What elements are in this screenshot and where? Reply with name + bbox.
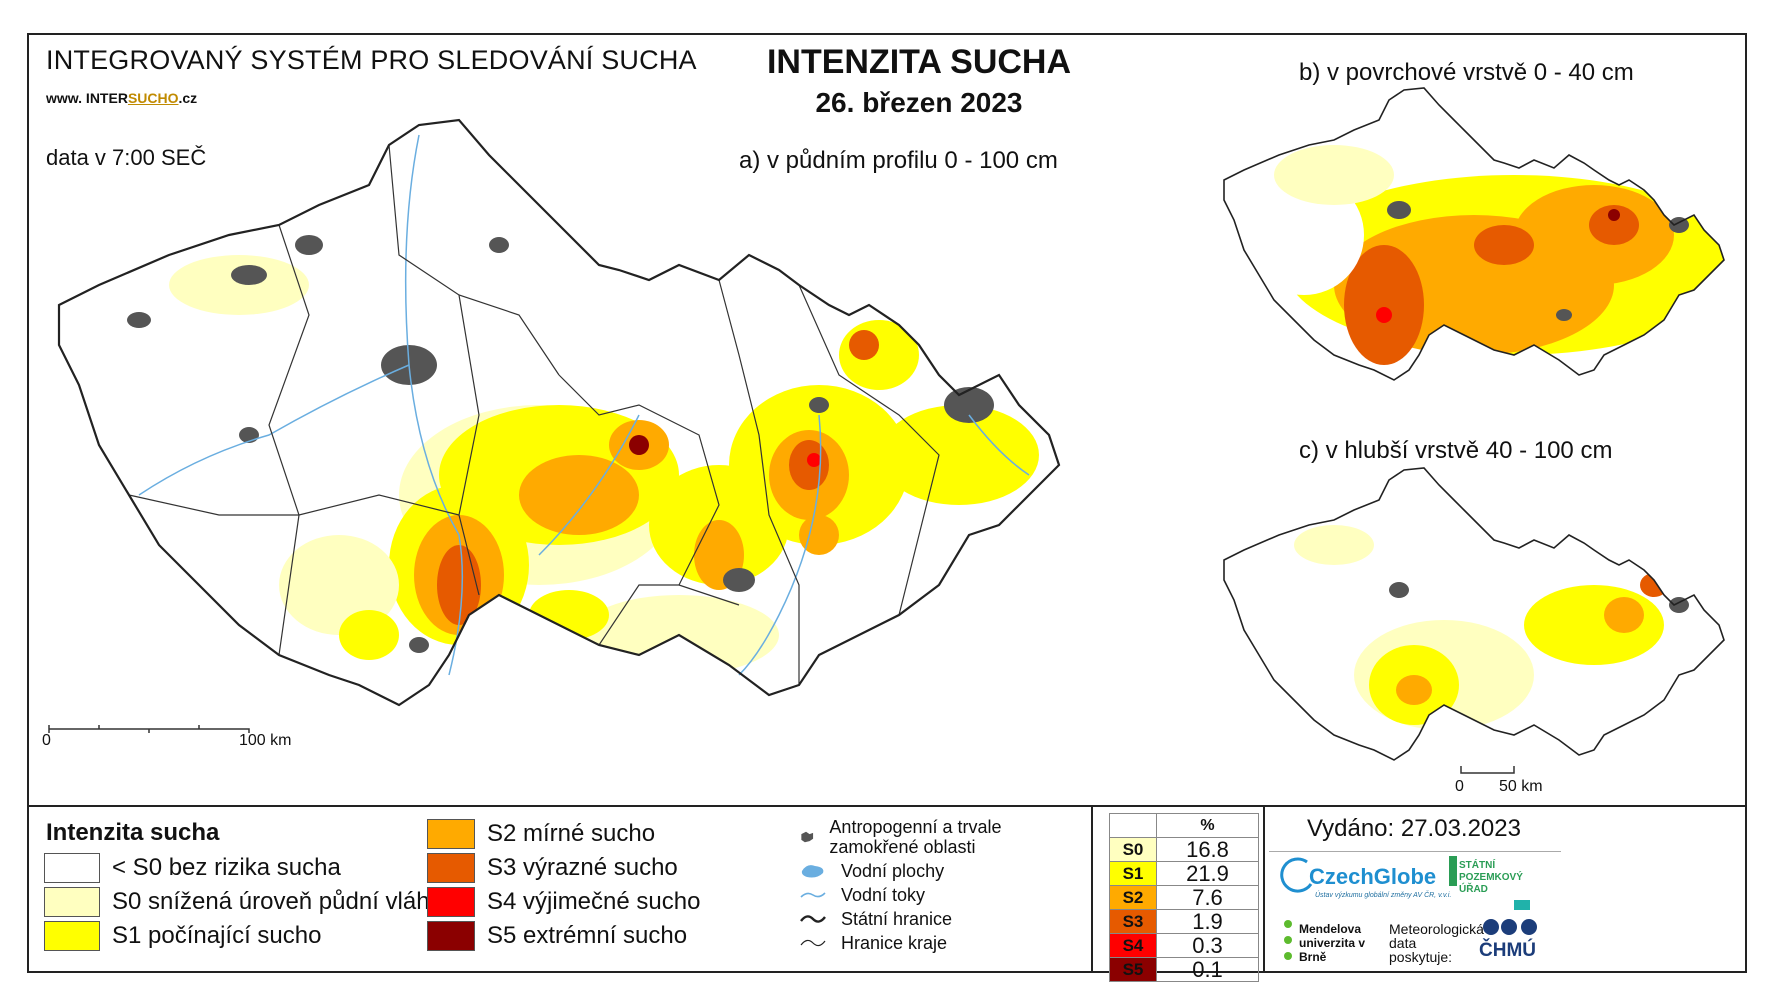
legend-class-s2: S2 mírné sucho [427, 819, 655, 849]
spu-accent [1514, 900, 1530, 910]
partner-logos: CzechGlobe Ústav výzkumu globální změny … [1269, 851, 1561, 970]
stats-row-s1: S1 21.9 [1109, 861, 1259, 886]
map-date: 26. březen 2023 [815, 87, 1023, 118]
swatch-none [44, 853, 100, 883]
stats-row-s0: S0 16.8 [1109, 837, 1259, 862]
legend-water: Vodní plochy [799, 861, 944, 881]
surface-layer-map [1223, 87, 1725, 381]
legend-class-s3: S3 výrazné sucho [427, 853, 678, 883]
legend-title: Intenzita sucha [46, 819, 220, 846]
deep-layer-map [1223, 467, 1725, 761]
small-scale-bar [1460, 766, 1515, 774]
swatch-s1 [44, 921, 100, 951]
legend-class-s5: S5 extrémní sucho [427, 921, 687, 951]
legend-region-border: Hranice kraje [799, 933, 947, 953]
swatch-s5 [427, 921, 475, 951]
deep-map-label: c) v hlubší vrstvě 40 - 100 cm [1299, 437, 1613, 464]
legend-class-none: < S0 bez rizika sucha [44, 853, 341, 883]
stats-row-s2: S2 7.6 [1109, 885, 1259, 910]
main-map-label: a) v půdním profilu 0 - 100 cm [739, 147, 1058, 174]
main-scale-end: 100 km [239, 732, 292, 749]
map-title: INTENZITA SUCHA [766, 43, 1072, 81]
stats-unit: % [1156, 813, 1259, 838]
drought-stats-table: % S0 16.8 S1 21.9 S2 7.6 S3 1.9 S4 0.3 S5 0.1 [1109, 813, 1259, 982]
legend-class-s1: S1 počínající sucho [44, 921, 321, 951]
swatch-s0 [44, 887, 100, 917]
urban-area-icon [801, 831, 814, 843]
stats-row-s4: S4 0.3 [1109, 933, 1259, 958]
swatch-s3 [427, 853, 475, 883]
rivers [138, 134, 1030, 676]
issued-date: Vydáno: 27.03.2023 [1307, 815, 1521, 842]
main-drought-map [57, 118, 1061, 707]
legend-class-s4: S4 výjimečné sucho [427, 887, 700, 917]
surface-map-label: b) v povrchové vrstvě 0 - 40 cm [1299, 59, 1634, 86]
water-body-icon [801, 865, 824, 878]
website-url[interactable]: www. INTERSUCHO.cz [46, 90, 198, 106]
swatch-s4 [427, 887, 475, 917]
legend-panel: Intenzita sucha < S0 bez rizika sucha S0… [29, 805, 1745, 982]
drought-map-frame: INTEGROVANÝ SYSTÉM PRO SLEDOVÁNÍ SUCHA w… [27, 33, 1747, 982]
system-title: INTEGROVANÝ SYSTÉM PRO SLEDOVÁNÍ SUCHA [46, 45, 697, 75]
mendel-logo-icon [1284, 920, 1292, 960]
chmu-logo-icon [1483, 919, 1537, 935]
region-borders [128, 144, 940, 685]
main-scale-start: 0 [42, 732, 51, 749]
small-scale-start: 0 [1455, 778, 1464, 795]
mendel-logo: Mendelova univerzita v Brně [1299, 922, 1366, 964]
swatch-s2 [427, 819, 475, 849]
region-border-icon [800, 939, 826, 947]
small-scale-end: 50 km [1499, 778, 1543, 795]
czechglobe-subtitle: Ústav výzkumu globální změny AV ČR, v.v.… [1315, 892, 1452, 899]
chmu-logo: ČHMÚ [1479, 940, 1536, 961]
legend-class-s0: S0 snížená úroveň půdní vláhy [44, 887, 442, 917]
spu-logo: STÁTNÍ POZEMKOVÝ ÚŘAD [1459, 860, 1523, 895]
stats-row-s3: S3 1.9 [1109, 909, 1259, 934]
state-border [57, 118, 1061, 707]
legend-river: Vodní toky [799, 885, 925, 905]
czechglobe-logo-icon [1280, 857, 1313, 893]
river-icon [800, 892, 826, 898]
spu-logo-icon [1449, 856, 1457, 886]
stats-row-s5: S5 0.1 [1109, 957, 1259, 982]
data-time: data v 7:00 SEČ [46, 145, 207, 170]
meteo-note: Meteorologická data poskytuje: [1389, 921, 1484, 965]
state-border-icon [800, 915, 826, 923]
legend-state-border: Státní hranice [799, 909, 952, 929]
main-scale-bar [48, 725, 250, 733]
czechglobe-logo: CzechGlobe [1309, 864, 1437, 889]
legend-urban: Antropogenní a trvale zamokřené oblasti [799, 817, 1019, 857]
